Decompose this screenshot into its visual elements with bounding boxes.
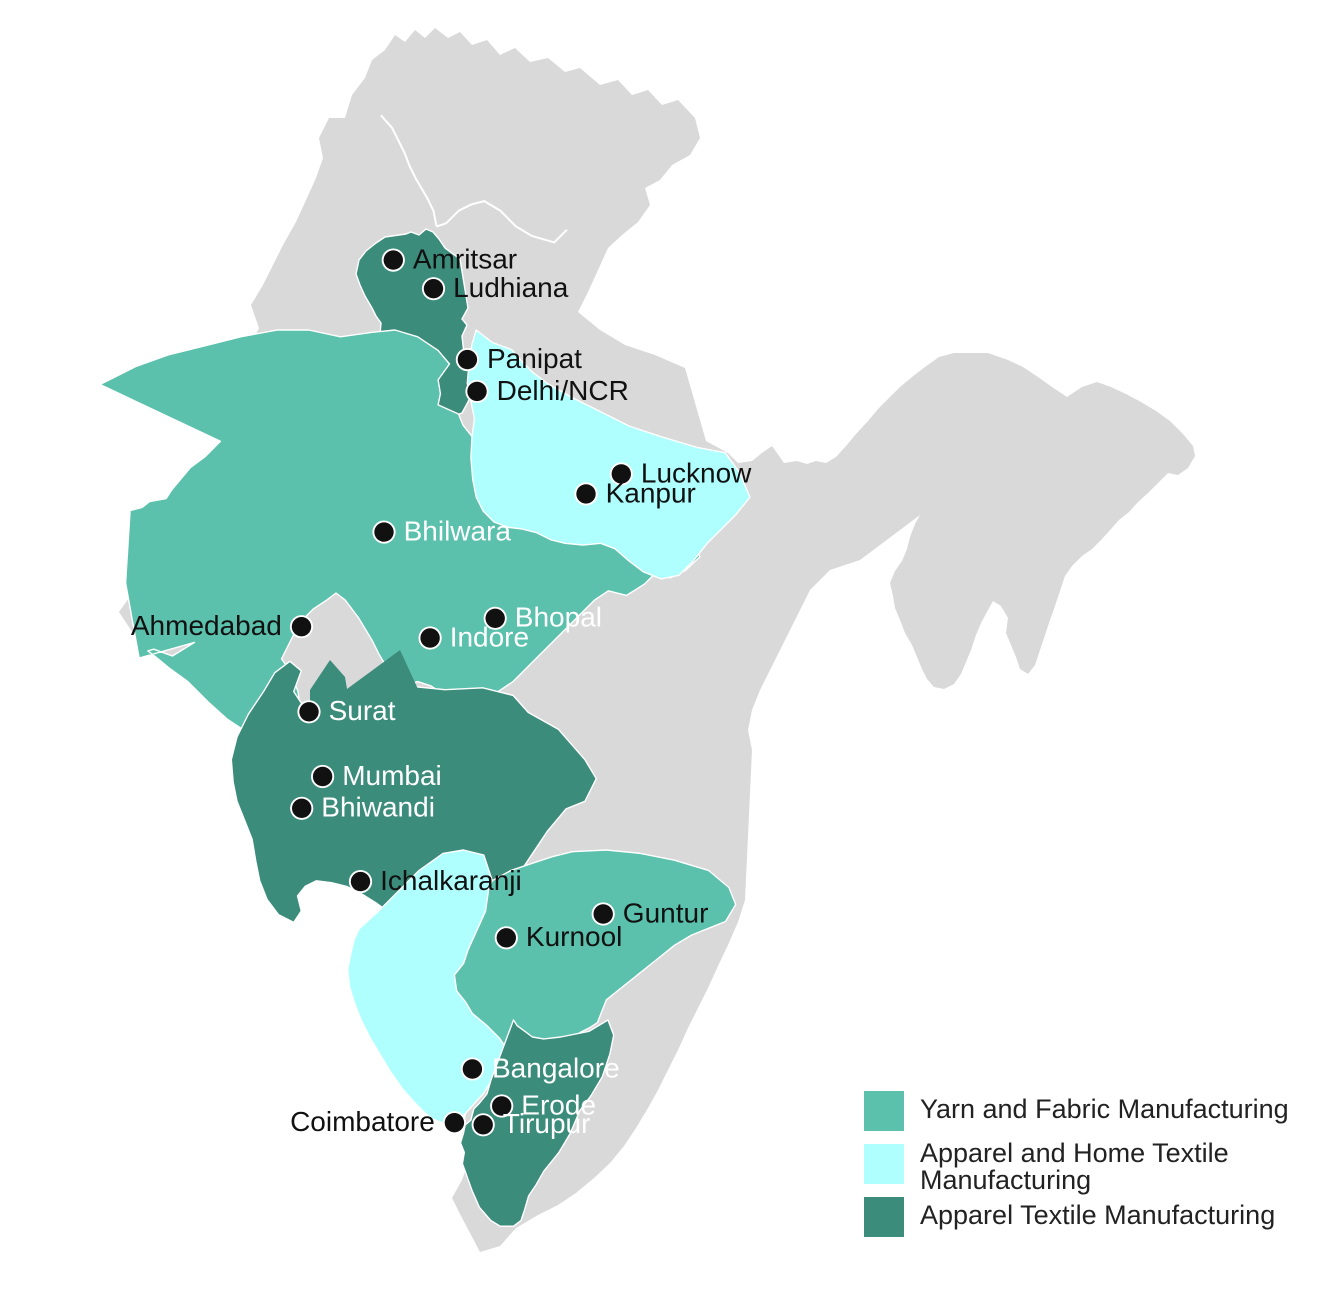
svg-text:Apparel Textile Manufacturing: Apparel Textile Manufacturing: [920, 1200, 1275, 1230]
svg-text:Ludhiana: Ludhiana: [453, 272, 569, 303]
svg-text:Indore: Indore: [450, 621, 529, 652]
svg-text:Panipat: Panipat: [487, 343, 582, 374]
svg-text:Kanpur: Kanpur: [606, 477, 696, 508]
svg-text:Yarn and Fabric Manufacturing: Yarn and Fabric Manufacturing: [920, 1094, 1289, 1124]
svg-text:Amritsar: Amritsar: [413, 243, 517, 274]
svg-text:Apparel and Home Textile: Apparel and Home Textile: [920, 1138, 1229, 1168]
svg-text:Coimbatore: Coimbatore: [290, 1106, 435, 1137]
svg-text:Delhi/NCR: Delhi/NCR: [497, 375, 629, 406]
svg-text:Surat: Surat: [329, 695, 396, 726]
svg-text:Bhilwara: Bhilwara: [404, 515, 512, 546]
svg-text:Guntur: Guntur: [623, 897, 709, 928]
svg-text:Bhiwandi: Bhiwandi: [321, 792, 435, 823]
svg-text:Mumbai: Mumbai: [342, 760, 442, 791]
svg-text:Bangalore: Bangalore: [492, 1052, 620, 1083]
svg-text:Kurnool: Kurnool: [526, 921, 623, 952]
svg-text:Manufacturing: Manufacturing: [920, 1165, 1091, 1195]
svg-text:Ahmedabad: Ahmedabad: [131, 610, 282, 641]
svg-text:Tirupur: Tirupur: [503, 1108, 591, 1139]
svg-text:Ichalkaranji: Ichalkaranji: [380, 865, 522, 896]
